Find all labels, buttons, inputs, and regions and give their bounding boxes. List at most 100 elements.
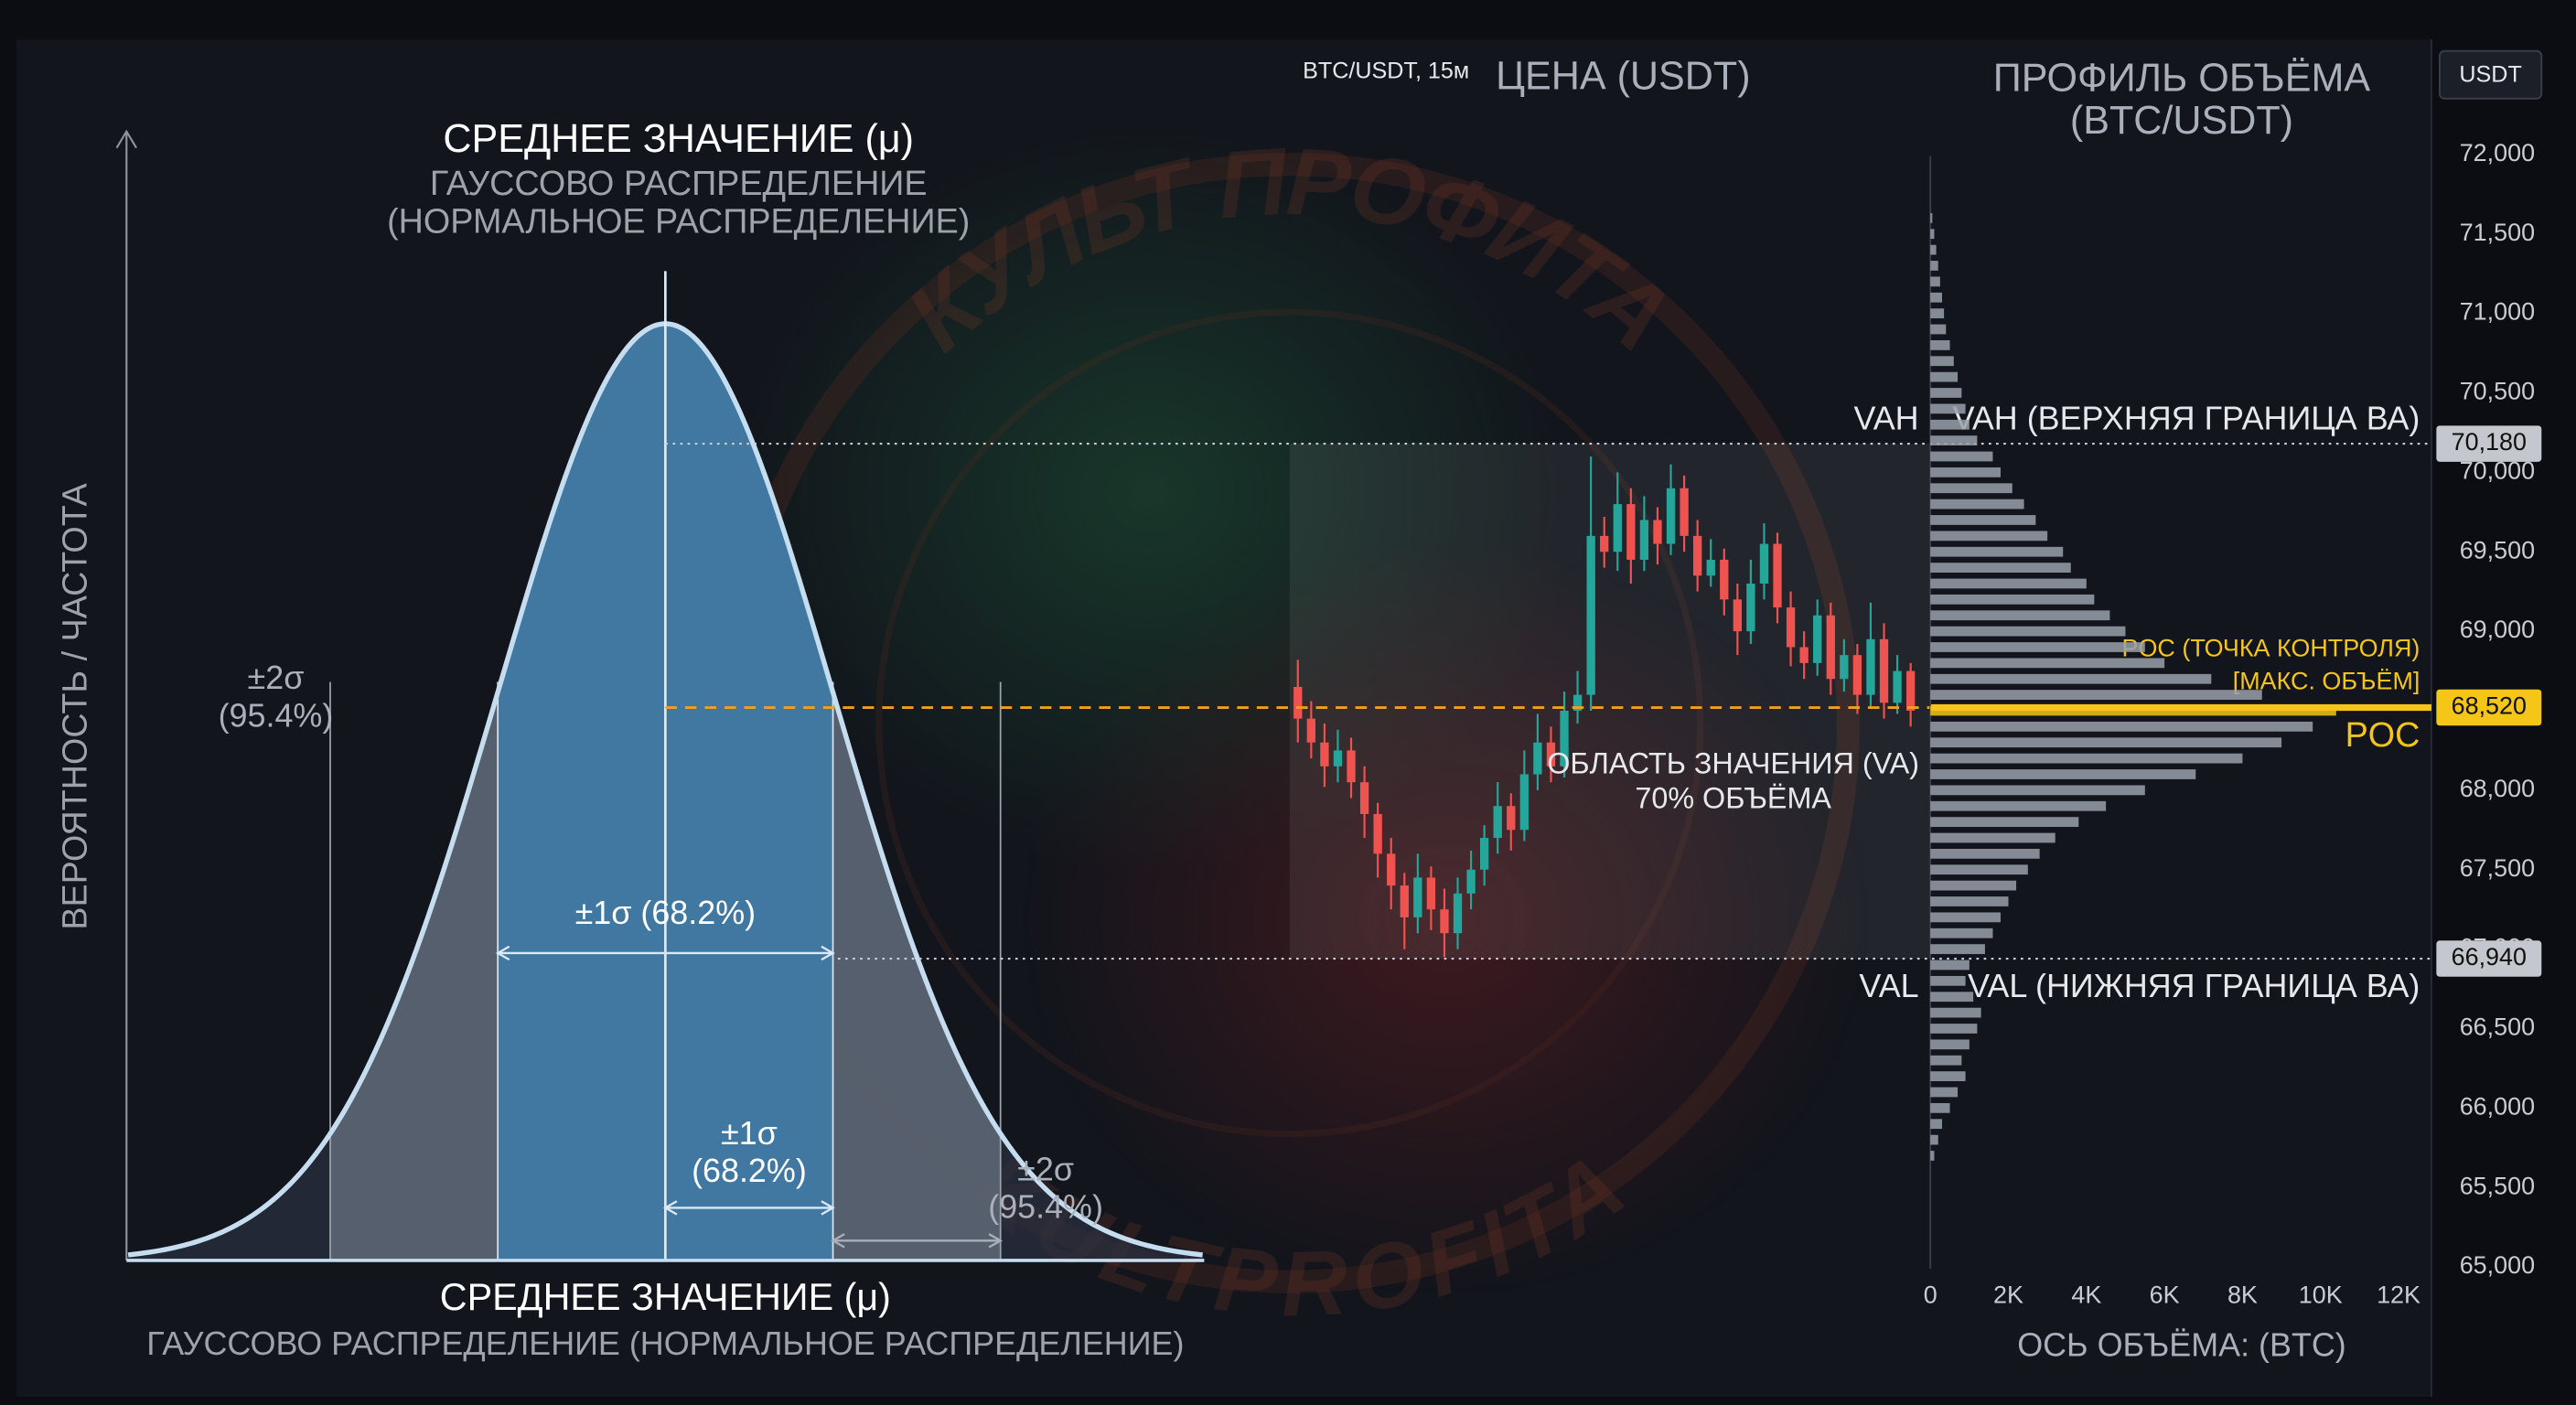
candle-body	[1773, 543, 1782, 608]
x-tick-label: 0	[1924, 1282, 1937, 1309]
x-axis-sublabel: ГАУССОВО РАСПРЕДЕЛЕНИЕ (НОРМАЛЬНОЕ РАСПР…	[146, 1325, 1184, 1362]
charts: ±1σ (68.2%)±1σ(68.2%)±2σ(95.4%)±2σ(95.4%…	[55, 55, 2542, 1364]
volume-bar	[1930, 721, 2313, 732]
area-label: 70% ОБЪЁМА	[1635, 781, 1831, 814]
y-tick-label: 67,500	[2460, 854, 2535, 882]
volume-bar	[1930, 1024, 1978, 1034]
volume-bar	[1930, 928, 1993, 938]
currency-label[interactable]: USDT	[2459, 61, 2521, 87]
candle-body	[1893, 670, 1902, 703]
volume-bar	[1930, 531, 2048, 542]
level-box	[2436, 425, 2542, 462]
chart-title: BTC/USDT, 15м	[1303, 59, 1469, 84]
candle-body	[1333, 750, 1343, 767]
level-text: VAH (ВЕРХНЯЯ ГРАНИЦА ВА)	[1953, 399, 2420, 436]
level-name: VAL	[1859, 967, 1918, 1004]
volume-bar	[1930, 276, 1940, 287]
volume-bar	[1930, 769, 2196, 779]
volume-bar	[1930, 864, 2028, 875]
volume-bar	[1930, 690, 2262, 700]
volume-bar	[1930, 705, 2336, 716]
level-box	[2436, 940, 2542, 977]
volume-bar	[1930, 1102, 1950, 1113]
volume-bar	[1930, 880, 2017, 891]
volume-bar	[1930, 737, 2282, 748]
candle-body	[1879, 638, 1889, 703]
volume-bar	[1930, 356, 1954, 367]
y-tick-label: 71,000	[2460, 298, 2535, 326]
volume-bar	[1930, 1039, 1970, 1050]
candle-body	[1653, 520, 1662, 544]
chart-subtitle: ЦЕНА (USDT)	[1496, 55, 1750, 99]
volume-bar	[1930, 800, 2107, 811]
candle-body	[1347, 750, 1356, 783]
volume-bar	[1930, 975, 1966, 986]
candle-body	[1840, 655, 1849, 680]
candle-body	[1852, 655, 1862, 695]
candle-body	[1507, 806, 1516, 831]
volume-bar	[1930, 261, 1938, 271]
x-tick-label: 10K	[2299, 1282, 2343, 1309]
currency-button[interactable]	[2439, 49, 2543, 100]
volume-bar	[1930, 388, 1962, 398]
candle-body	[1680, 488, 1689, 536]
candle-body	[1905, 670, 1916, 711]
x-tick-label: 4K	[2071, 1282, 2101, 1309]
volume-bar	[1930, 673, 2212, 684]
volume-bar	[1930, 1007, 1981, 1018]
candle-body	[1626, 504, 1636, 560]
candle-body	[1692, 535, 1702, 576]
volume-bar	[1930, 610, 2110, 621]
candle-body	[1746, 583, 1755, 632]
level-label: 66,940	[2452, 943, 2527, 971]
level-name: POC	[2345, 715, 2420, 754]
candle-body	[1786, 607, 1796, 648]
volume-bar	[1930, 324, 1947, 335]
volume-bar	[1930, 467, 2001, 477]
candle-body	[1733, 599, 1742, 632]
volume-bar	[1930, 419, 1970, 430]
level-name: VAH	[1853, 399, 1918, 436]
y-tick-label: 70,500	[2460, 378, 2535, 405]
x-tick-label: 6K	[2150, 1282, 2180, 1309]
level-text: POC (ТОЧКА КОНТРОЛЯ)	[2122, 635, 2420, 662]
volume-bar	[1930, 642, 2145, 652]
candle-body	[1813, 615, 1822, 663]
volume-bar	[1930, 594, 2095, 605]
volume-bar	[1930, 912, 2001, 923]
candle-body	[1826, 615, 1835, 680]
volume-bar	[1930, 1071, 1966, 1081]
candle-body	[1479, 837, 1489, 870]
volume-bar	[1930, 292, 1942, 303]
band-label: ±1σ (68.2%)	[575, 894, 757, 931]
candle-body	[1706, 559, 1715, 576]
volume-bar	[1930, 817, 2079, 827]
candle-body	[1293, 686, 1303, 719]
candle-body	[1866, 638, 1875, 695]
level-label: 68,520	[2452, 692, 2527, 720]
chart-subtitle: ГАУССОВО РАСПРЕДЕЛЕНИЕ	[430, 164, 928, 202]
volume-bar	[1930, 785, 2145, 796]
x-tick-label: 12K	[2377, 1282, 2420, 1309]
band-label: (95.4%)	[988, 1188, 1103, 1226]
y-axis-arrow	[115, 129, 137, 149]
volume-bar	[1930, 992, 1974, 1003]
y-tick-label: 68,000	[2460, 775, 2535, 802]
x-axis-label: ОСЬ ОБЪЁМА: (BTC)	[2017, 1326, 2346, 1364]
band-label: ±1σ	[721, 1114, 778, 1152]
candle-body	[1546, 742, 1556, 767]
candle-body	[1560, 710, 1569, 767]
area-label: ОБЛАСТЬ ЗНАЧЕНИЯ (VA)	[1547, 747, 1919, 780]
volume-bar	[1930, 212, 1933, 223]
volume-bar	[1930, 546, 2064, 557]
volume-bar	[1930, 563, 2071, 573]
candle-body	[1519, 774, 1529, 831]
volume-bar	[1930, 1119, 1942, 1130]
arrow-head	[831, 1233, 845, 1249]
chart-title: ПРОФИЛЬ ОБЪЁМА	[1993, 56, 2371, 100]
candle-body	[1306, 718, 1315, 743]
volume-bar	[1930, 451, 1993, 462]
candle-body	[1613, 504, 1622, 552]
level-box	[2436, 689, 2542, 726]
